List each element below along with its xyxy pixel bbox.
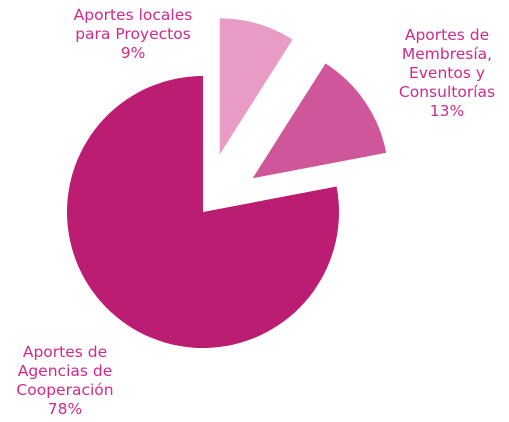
- value-label: 78%: [47, 400, 83, 418]
- slice-label: Aportes de Membresía, Eventos y Consulto…: [399, 26, 495, 121]
- value-label: 13%: [429, 102, 465, 120]
- category-label: Aportes locales para Proyectos: [73, 6, 193, 43]
- slice-label: Aportes locales para Proyectos 9%: [74, 6, 193, 63]
- pie-slice: [67, 76, 339, 348]
- category-label: Aportes de Agencias de Cooperación: [16, 343, 114, 399]
- pie-slice: [219, 18, 293, 155]
- slice-label: Aportes de Agencias de Cooperación 78%: [16, 343, 113, 419]
- pie-slice: [252, 63, 387, 179]
- value-label: 9%: [120, 44, 146, 62]
- category-label: Aportes de Membresía, Eventos y Consulto…: [398, 26, 496, 101]
